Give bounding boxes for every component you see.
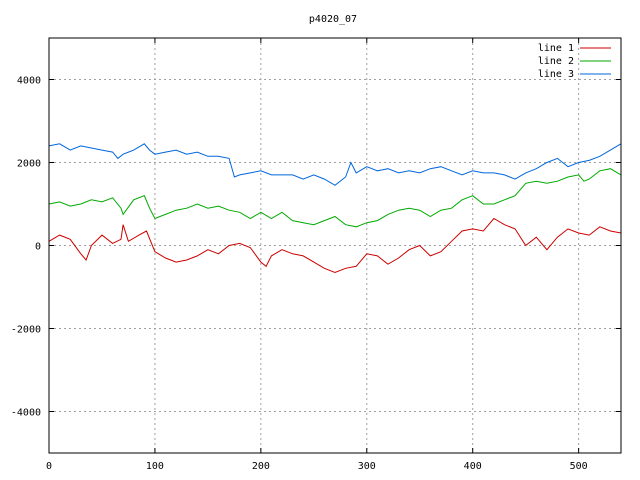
legend-label-3: line 3 <box>538 69 574 80</box>
axis-ticks <box>48 38 621 453</box>
x-tick-label: 0 <box>46 461 52 472</box>
x-tick-label: 200 <box>252 461 270 472</box>
x-tick-label: 300 <box>358 461 376 472</box>
y-tick-label: -4000 <box>11 408 41 419</box>
series-line-1 <box>48 217 622 274</box>
legend: line 1 line 2 line 3 <box>538 43 611 80</box>
plot-lines <box>48 143 622 274</box>
y-tick-label: 0 <box>35 242 41 253</box>
y-tick-label: 4000 <box>17 76 41 87</box>
legend-label-2: line 2 <box>538 56 574 67</box>
grid-lines <box>49 38 621 453</box>
x-axis-tick-labels: 0 100 200 300 400 500 <box>46 461 588 472</box>
x-tick-label: 500 <box>570 461 588 472</box>
x-tick-label: 100 <box>146 461 164 472</box>
chart-title: p4020_07 <box>309 14 357 25</box>
x-tick-label: 400 <box>464 461 482 472</box>
series-line-3 <box>48 143 622 186</box>
y-tick-label: -2000 <box>11 325 41 336</box>
series-line-2 <box>48 168 622 228</box>
y-axis-tick-labels: -4000 -2000 0 2000 4000 <box>11 76 41 419</box>
y-tick-label: 2000 <box>17 159 41 170</box>
legend-label-1: line 1 <box>538 43 574 54</box>
